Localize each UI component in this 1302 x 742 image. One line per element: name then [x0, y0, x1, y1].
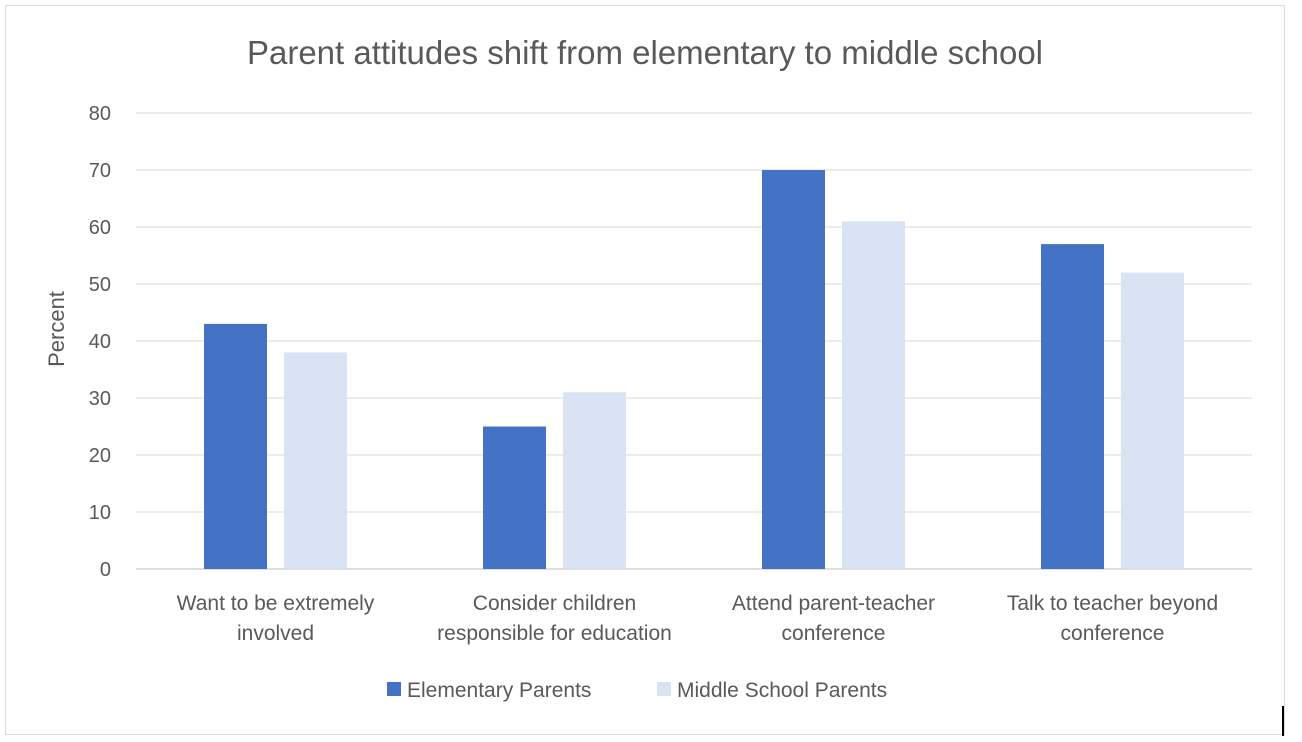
bar-elementary-1 [483, 426, 546, 569]
bar-middle-school-0 [284, 352, 347, 569]
bar-middle-school-1 [563, 392, 626, 569]
bar-elementary-2 [762, 170, 825, 569]
bars [204, 170, 1184, 570]
y-tick-label: 0 [100, 559, 111, 581]
y-tick-label: 10 [89, 502, 111, 524]
legend-swatch-0 [387, 682, 401, 696]
x-tick-label: conference [1061, 622, 1165, 645]
legend-swatch-1 [657, 682, 671, 696]
chart-title: Parent attitudes shift from elementary t… [247, 34, 1043, 71]
legend: Elementary Parents Middle School Parents [387, 679, 887, 702]
x-tick-label: Want to be extremely [177, 592, 375, 615]
x-tick-label: Talk to teacher beyond [1007, 592, 1218, 615]
x-tick-label: Consider children [473, 592, 636, 615]
text-cursor [1282, 706, 1284, 736]
bar-elementary-3 [1041, 244, 1104, 569]
y-tick-label: 70 [89, 160, 111, 182]
legend-label-1: Middle School Parents [677, 679, 887, 702]
legend-label-0: Elementary Parents [407, 679, 591, 702]
y-axis-label: Percent [44, 291, 69, 367]
x-tick-label: involved [237, 622, 314, 645]
bar-elementary-0 [204, 323, 267, 569]
x-tick-label: Attend parent-teacher [732, 592, 935, 615]
bar-middle-school-2 [842, 221, 905, 570]
y-tick-label: 60 [89, 217, 111, 239]
x-tick-label: responsible for education [437, 622, 672, 645]
bar-middle-school-3 [1121, 272, 1184, 569]
y-tick-label: 20 [89, 445, 111, 467]
y-tick-label: 50 [89, 274, 111, 296]
y-axis-ticks: 0 10 20 30 40 50 60 70 80 [89, 103, 111, 581]
y-tick-label: 30 [89, 388, 111, 410]
y-tick-label: 40 [89, 331, 111, 353]
x-axis-ticks: Want to be extremely involved Consider chi… [177, 592, 1218, 645]
y-tick-label: 80 [89, 103, 111, 125]
x-tick-label: conference [782, 622, 886, 645]
